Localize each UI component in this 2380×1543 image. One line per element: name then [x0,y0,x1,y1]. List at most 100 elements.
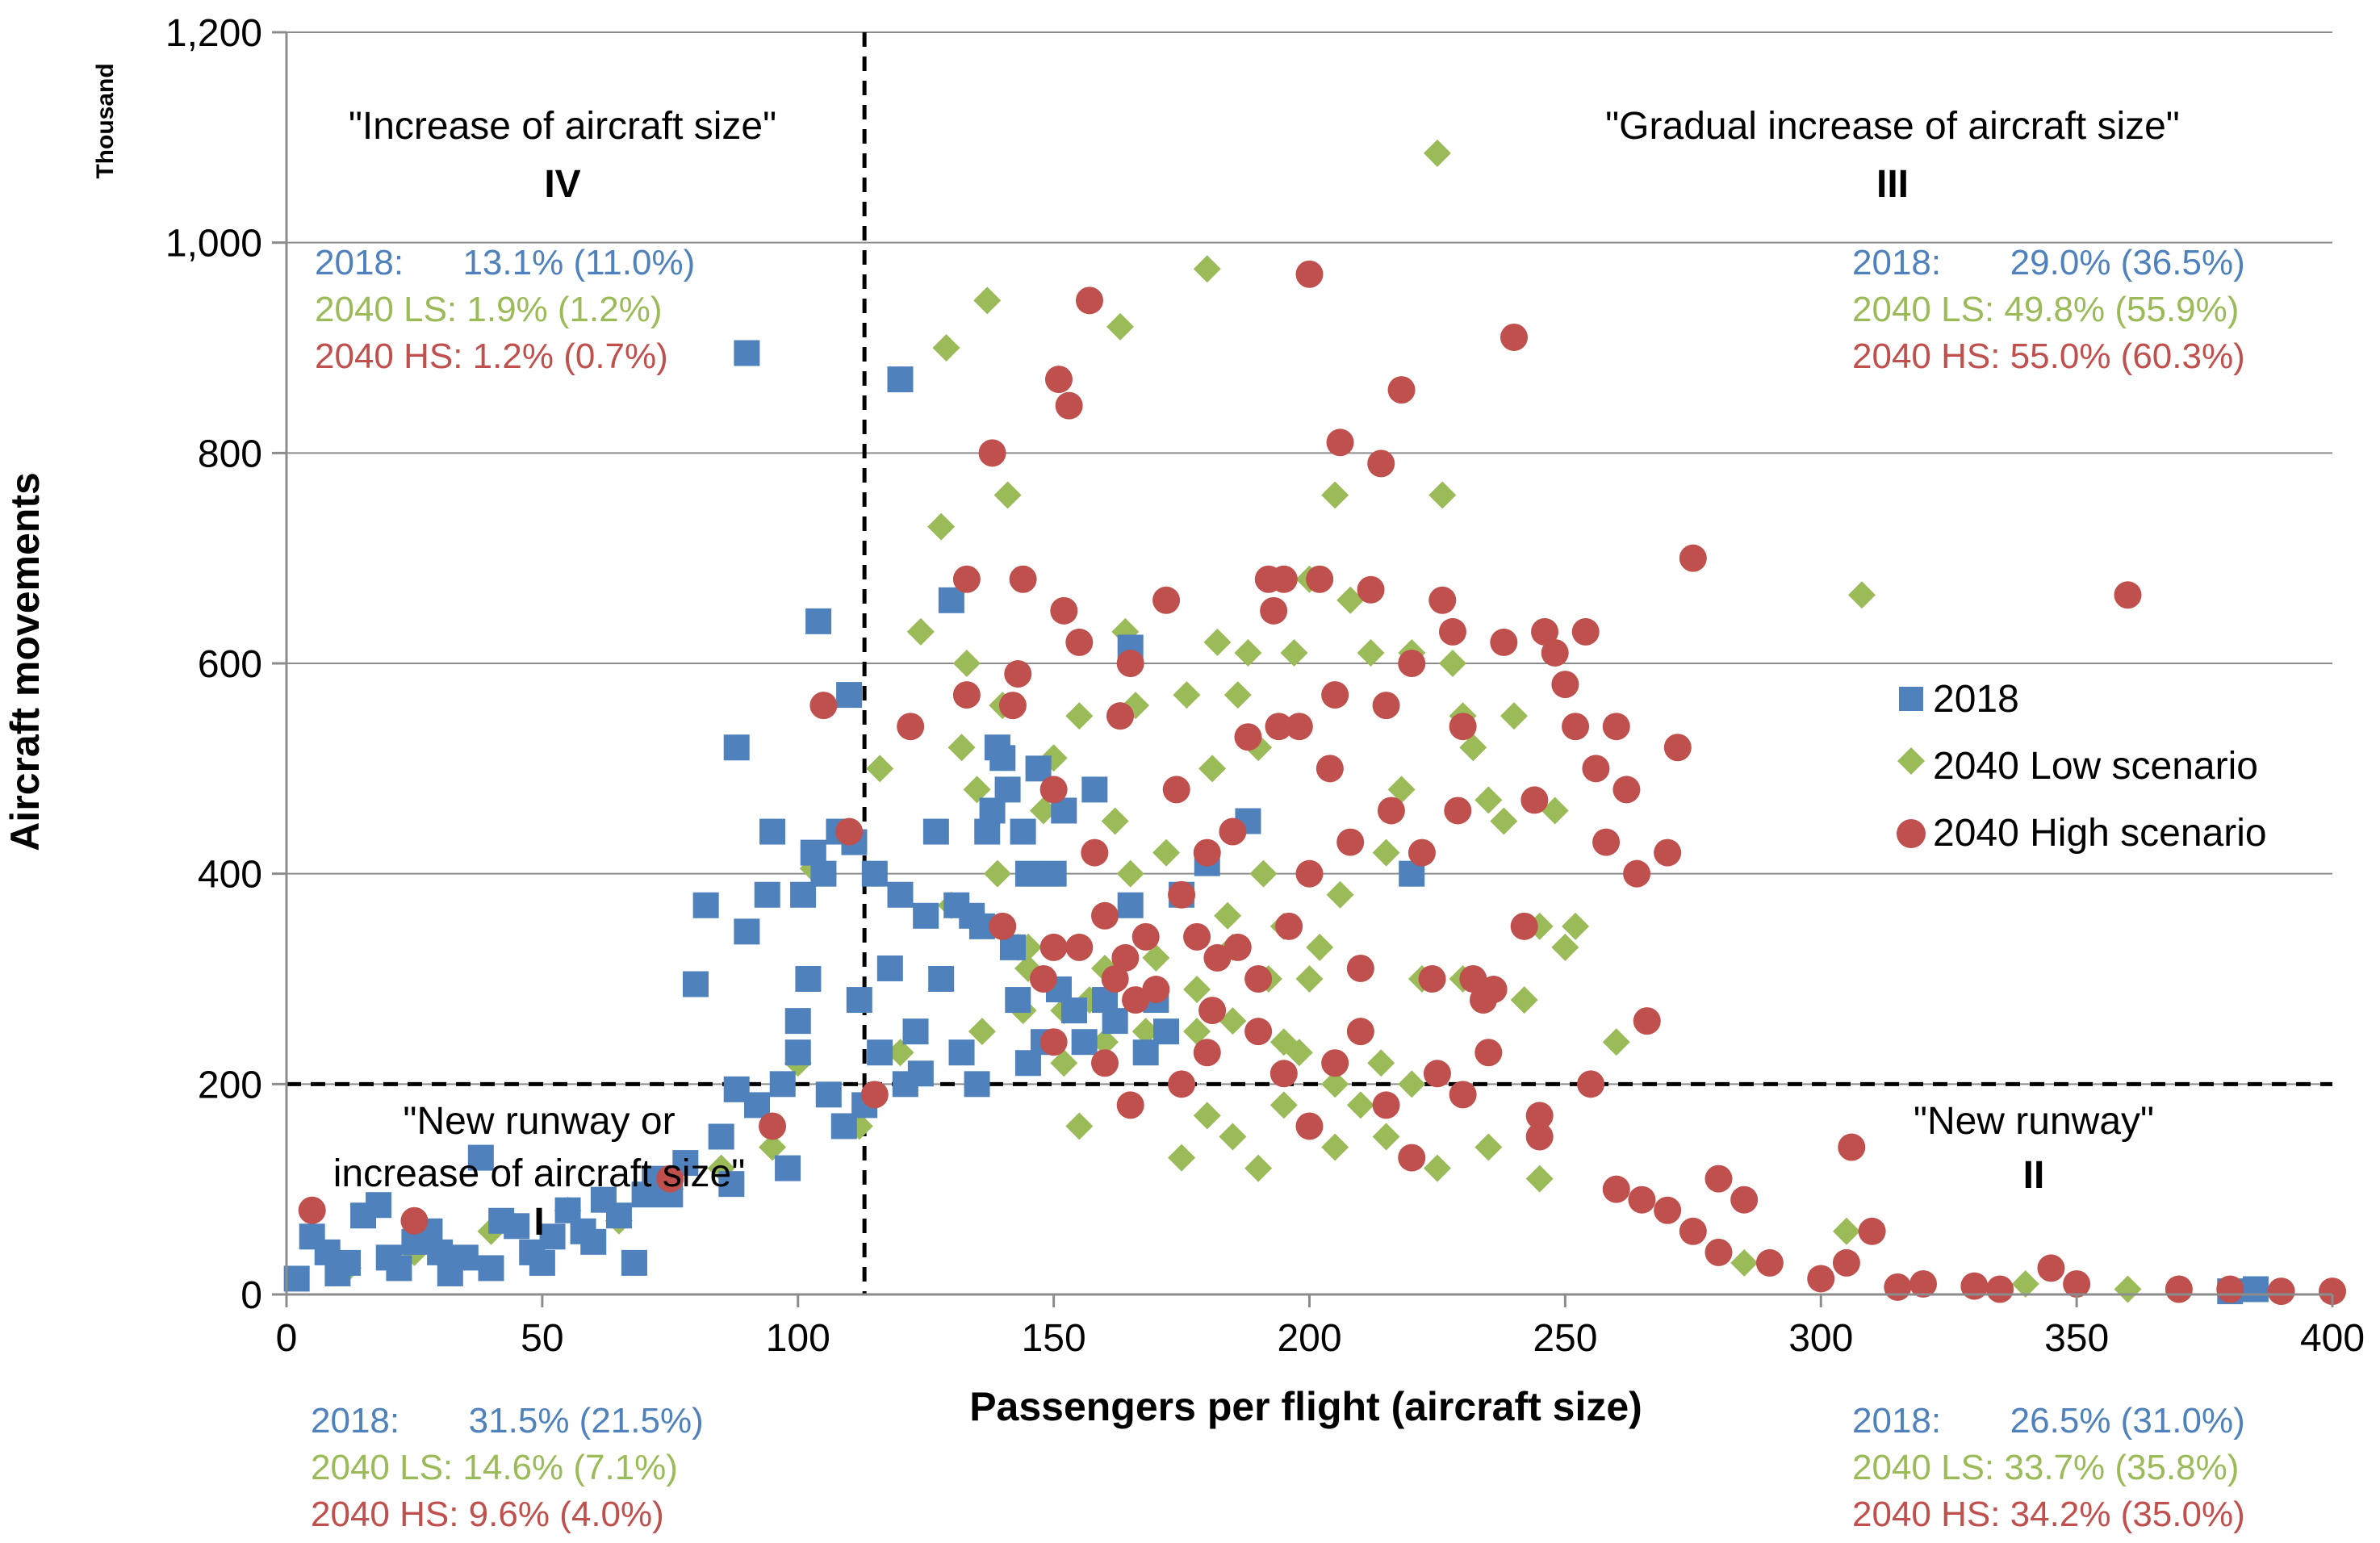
data-point-low-78 [1510,986,1538,1014]
data-point-low-21 [973,286,1002,315]
data-point-low-80 [1541,797,1569,825]
quadrant-i-title-line1: "New runway or [403,1100,675,1143]
data-point-2018-42 [815,1081,842,1108]
data-point-2018-31 [754,881,780,908]
data-point-high-54 [1321,681,1349,709]
data-point-low-40 [1142,943,1170,972]
data-point-high-40 [1219,817,1247,846]
data-point-high-48 [1275,912,1303,940]
data-point-2018-38 [795,966,822,992]
data-point-high-70 [1459,965,1487,993]
y-tick-label-1000: 1,000 [165,223,262,266]
data-point-low-59 [1306,933,1334,961]
data-point-high-35 [1168,880,1196,909]
x-tick-label-250: 250 [1533,1317,1597,1360]
data-point-high-128 [1704,1238,1733,1266]
data-point-high-67 [1438,617,1466,646]
data-point-2018-100 [478,1255,504,1282]
y-axis-title: Aircraft movements [2,472,48,851]
data-point-high-109 [1986,1275,2014,1303]
data-point-high-103 [1960,1272,1989,1300]
data-point-high-58 [1357,575,1385,604]
data-point-high-31 [1131,922,1160,951]
data-point-high-123 [1039,1028,1068,1056]
quadrant-iii-stat-2018: 2018: 29.0% (36.5%) [1852,243,2245,282]
data-point-low-43 [1173,681,1201,709]
data-point-high-85 [1612,776,1641,804]
threshold-lines [287,32,2332,1294]
x-tick-label-150: 150 [1022,1317,1086,1360]
data-point-high-118 [1474,1039,1503,1067]
data-point-low-18 [952,650,981,677]
legend: 2018 2040 Low scenario 2040 High scenari… [1897,678,2267,855]
data-point-low-99 [1525,1165,1554,1193]
data-point-low-103 [1398,1070,1426,1098]
data-point-high-12 [998,692,1027,720]
data-point-high-57 [1346,954,1374,982]
legend-label-2018: 2018 [1933,678,2019,721]
data-point-2018-81 [1060,997,1087,1024]
data-point-low-98 [1474,1133,1503,1161]
data-point-high-87 [1633,1007,1661,1035]
data-point-low-107 [1367,1049,1395,1077]
data-point-high-0 [298,1196,326,1224]
x-axis-title: Passengers per flight (aircraft size) [969,1384,1642,1429]
data-point-high-10 [978,439,1006,467]
data-point-low-100 [1244,1154,1273,1182]
data-point-high-64 [1408,838,1436,867]
data-point-high-25 [1091,901,1119,930]
data-point-2018-26 [708,1123,734,1150]
data-point-2018-97 [631,1181,658,1208]
x-tick-label-0: 0 [276,1317,298,1360]
data-point-low-110 [1050,1049,1078,1077]
data-point-high-34 [1162,776,1190,804]
data-point-high-90 [1679,544,1707,572]
data-point-low-97 [1423,1154,1451,1182]
data-point-high-78 [1541,638,1569,667]
y-tick-label-0: 0 [241,1274,262,1317]
data-point-high-75 [1510,912,1538,940]
y-tick-label-800: 800 [198,433,262,475]
data-point-2018-35 [784,1039,811,1066]
data-point-high-39 [1203,943,1232,972]
data-point-2018-34 [775,1155,801,1181]
data-point-high-131 [1295,1112,1324,1140]
data-point-2018-5 [366,1192,392,1219]
data-point-high-102 [1909,1269,1937,1298]
data-point-high-68 [1444,797,1472,825]
data-point-high-21 [1065,628,1094,656]
data-point-high-94 [2037,1254,2065,1282]
data-point-2018-50 [867,1039,893,1066]
data-point-high-49 [1285,713,1313,741]
data-point-2018-25 [692,892,719,918]
data-point-high-43 [1244,965,1273,993]
data-point-high-52 [1306,565,1334,593]
data-point-low-51 [1234,638,1262,667]
data-point-low-63 [1336,586,1365,614]
data-point-low-19 [963,776,991,804]
data-point-high-111 [1730,1185,1759,1214]
data-point-high-24 [1081,838,1109,867]
data-point-2018-74 [1014,860,1041,887]
data-point-high-41 [1223,933,1252,961]
y-tick-label-1200: 1,200 [165,12,262,55]
data-point-high-23 [1075,286,1103,315]
data-point-2018-13 [504,1213,530,1240]
data-point-2018-57 [913,902,939,929]
data-point-2018-41 [810,860,837,887]
legend-label-low: 2040 Low scenario [1933,745,2258,788]
data-point-high-2 [656,1165,684,1193]
quadrant-i-stat-ls: 2040 LS: 14.6% (7.1%) [311,1448,678,1487]
x-tick-label-100: 100 [766,1317,830,1360]
data-point-2018-103 [324,1260,351,1286]
data-point-high-50 [1295,260,1324,288]
data-point-low-37 [1116,859,1144,888]
data-point-2018-24 [683,971,709,997]
data-point-high-120 [1193,1039,1221,1067]
data-point-2018-62 [948,1039,975,1066]
data-point-low-50 [1223,681,1252,709]
data-point-2018-15 [539,1223,566,1250]
data-point-high-16 [1039,776,1068,804]
data-point-high-11 [989,912,1017,940]
